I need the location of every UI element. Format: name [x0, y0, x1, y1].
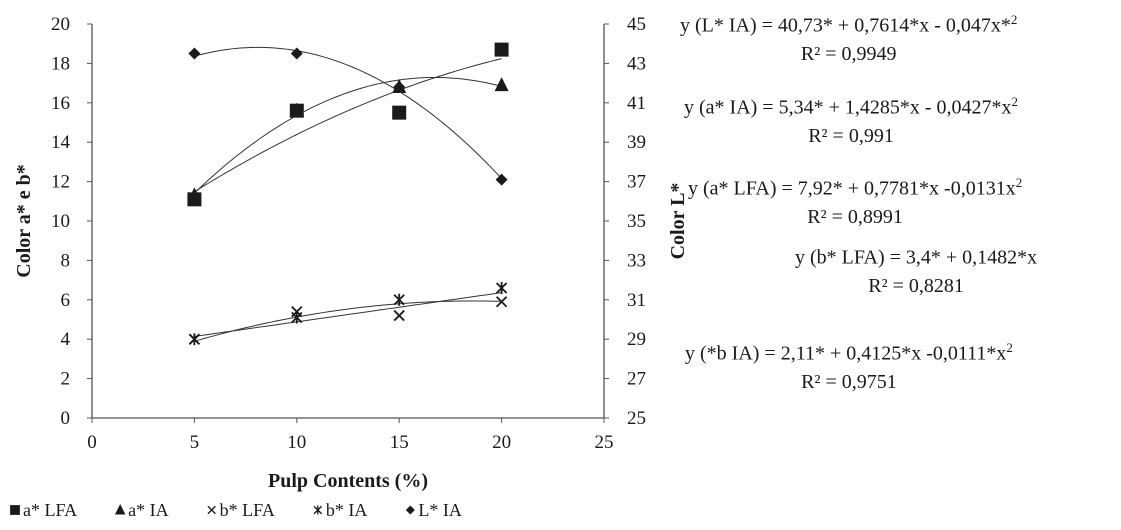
- trendline-3: [194, 300, 502, 342]
- x-tick-label: 15: [390, 432, 409, 453]
- trendline-4: [194, 46, 502, 179]
- data-point-2: [393, 309, 405, 322]
- data-point-0: [392, 105, 407, 120]
- y-right-tick-label: 25: [627, 408, 646, 429]
- x-tick-label: 25: [595, 432, 614, 453]
- data-point-4: [188, 47, 201, 60]
- y-left-tick-label: 4: [61, 329, 71, 350]
- legend-marker: [207, 505, 216, 515]
- equation-text: y (a* IA) = 5,34* + 1,4285*x - 0,0427*x2: [684, 94, 1019, 119]
- y-left-tick-label: 16: [51, 93, 70, 114]
- equation-text: y (b* LFA) = 3,4* + 0,1482*x: [795, 246, 1038, 269]
- data-point-2: [495, 296, 508, 308]
- legend-marker: [10, 505, 20, 515]
- legend-label: b* IA: [326, 500, 368, 520]
- y-left-tick-label: 6: [61, 290, 71, 311]
- y-right-tick-label: 41: [627, 93, 646, 114]
- data-point-1: [494, 77, 509, 92]
- equation-annotation: y (*b IA) = 2,11* + 0,4125*x -0,0111*x2 …: [685, 341, 1013, 392]
- data-point-3: [291, 311, 303, 324]
- data-point-1: [289, 102, 304, 117]
- y-left-tick-label: 0: [61, 408, 71, 429]
- y-left-tick-label: 12: [51, 172, 70, 193]
- equation-annotation: y (L* IA) = 40,73* + 0,7614*x - 0,047x*2…: [680, 13, 1017, 64]
- y-right-tick-label: 27: [627, 369, 646, 390]
- y-right-tick-label: 33: [627, 250, 646, 271]
- x-tick-label: 10: [287, 432, 306, 453]
- data-point-4: [495, 173, 508, 186]
- legend-marker: [405, 505, 415, 515]
- y-left-tick-label: 14: [51, 132, 71, 153]
- data-point-4: [290, 47, 303, 60]
- x-tick-label: 20: [492, 432, 511, 453]
- r-squared-text: R² = 0,9949: [800, 42, 897, 65]
- y-right-tick-label: 45: [627, 14, 646, 35]
- x-axis-title: Pulp Contents (%): [268, 470, 428, 492]
- y-left-tick-label: 18: [51, 53, 70, 74]
- y-left-tick-label: 8: [61, 250, 71, 271]
- r-squared-text: R² = 0,991: [808, 124, 894, 147]
- data-point-3: [188, 333, 201, 346]
- x-tick-label: 0: [87, 432, 97, 453]
- y-right-tick-label: 43: [627, 53, 646, 74]
- data-point-3: [393, 293, 405, 306]
- legend-label: L* IA: [418, 500, 462, 520]
- y-left-tick-label: 20: [51, 14, 70, 35]
- r-squared-text: R² = 0,9751: [801, 370, 897, 393]
- legend-marker: [313, 505, 323, 515]
- data-point-0: [494, 42, 509, 57]
- data-point-4: [393, 81, 406, 94]
- r-squared-text: R² = 0,8991: [807, 205, 903, 228]
- equation-text: y (a* LFA) = 7,92* + 0,7781*x -0,0131x2: [688, 175, 1023, 200]
- legend-marker: [114, 504, 126, 515]
- trendline-2: [194, 292, 502, 337]
- equation-text: y (*b IA) = 2,11* + 0,4125*x -0,0111*x2: [685, 340, 1013, 365]
- legend-label: a* IA: [128, 500, 168, 520]
- y-right-tick-label: 37: [627, 172, 646, 193]
- y-right-tick-label: 31: [627, 290, 646, 311]
- y-left-tick-label: 10: [51, 211, 70, 232]
- y-right-tick-label: 35: [627, 211, 646, 232]
- trendline-1: [194, 76, 502, 194]
- equation-annotation: y (a* LFA) = 7,92* + 0,7781*x -0,0131x2 …: [688, 176, 1022, 227]
- x-tick-label: 5: [190, 432, 200, 453]
- y-left-tick-label: 2: [61, 369, 71, 390]
- trendline-0: [194, 58, 502, 193]
- equation-text: y (L* IA) = 40,73* + 0,7614*x - 0,047x*2: [680, 12, 1018, 37]
- data-point-3: [495, 281, 508, 294]
- y-right-tick-label: 39: [627, 132, 646, 153]
- equation-annotation: y (a* IA) = 5,34* + 1,4285*x - 0,0427*x2…: [684, 95, 1018, 146]
- y-right-tick-label: 29: [627, 329, 646, 350]
- legend-label: b* LFA: [220, 500, 275, 520]
- legend-label: a* LFA: [23, 500, 77, 520]
- y-axis-left-title: Color a* e b*: [13, 164, 35, 278]
- r-squared-text: R² = 0,8281: [868, 274, 964, 297]
- equation-annotation: y (b* LFA) = 3,4* + 0,1482*x R² = 0,8281: [795, 245, 1037, 296]
- y-axis-right-title: Color L*: [667, 183, 689, 260]
- data-point-1: [187, 187, 202, 202]
